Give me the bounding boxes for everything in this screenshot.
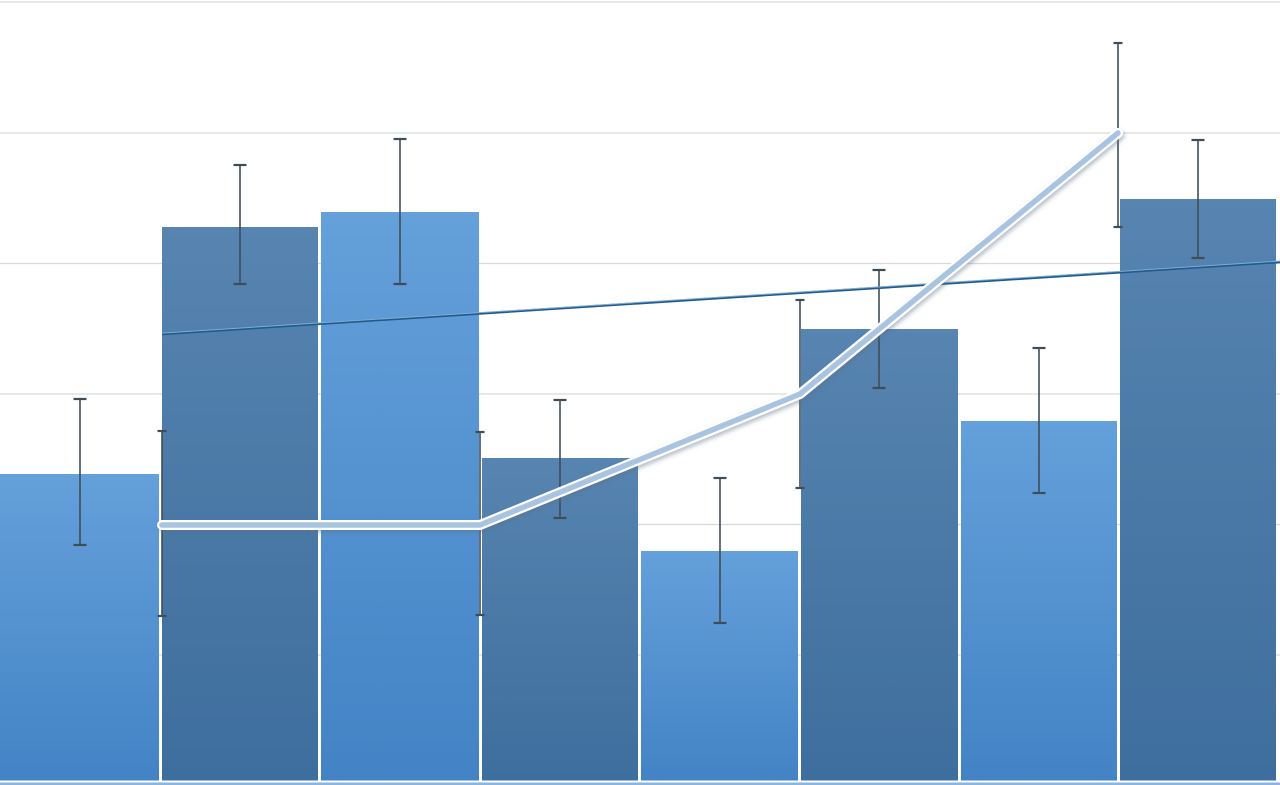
bar [162, 227, 318, 781]
baseline-band [0, 782, 1280, 785]
bar [1120, 199, 1276, 781]
trend-line-thick [157, 128, 1123, 530]
bar-error-bars [73, 137, 1205, 625]
bar-series [0, 199, 1276, 781]
thin-line-stroke [161, 260, 1280, 336]
bar [801, 329, 958, 781]
trend-line-thin [161, 260, 1280, 336]
baseline-highlight [0, 780, 1280, 783]
baseline-strip [0, 780, 1280, 785]
bar [321, 212, 479, 781]
ribbon-core [159, 130, 1121, 528]
thin-line-highlight [161, 260, 1280, 334]
